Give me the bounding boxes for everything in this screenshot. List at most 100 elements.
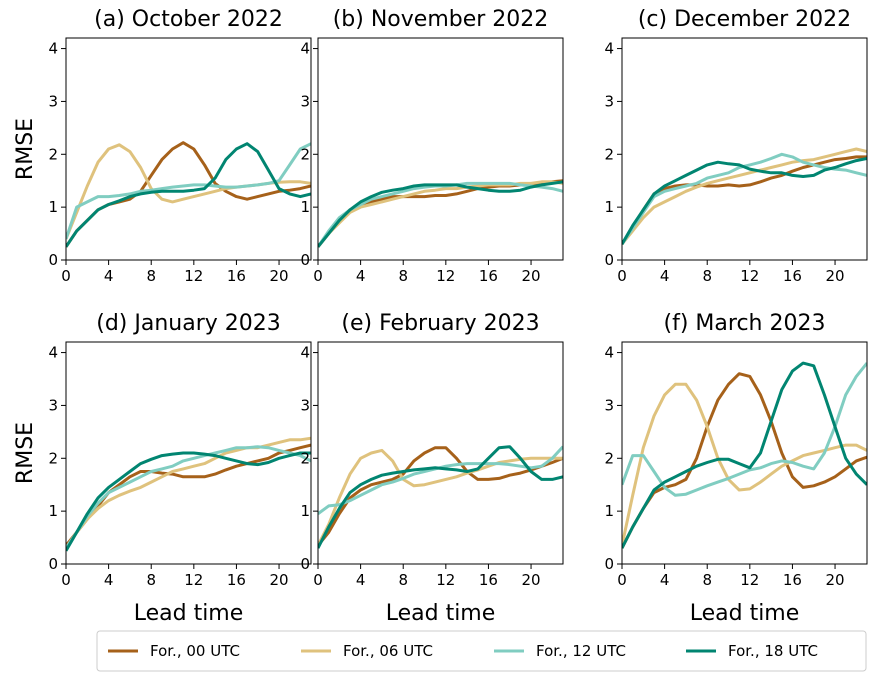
series-line: [318, 446, 563, 547]
series-line: [622, 362, 867, 497]
y-tick-label: 2: [300, 449, 310, 467]
x-tick-label: 8: [398, 267, 408, 285]
x-tick-label: 16: [783, 571, 802, 589]
y-tick-label: 4: [300, 40, 310, 58]
x-axis-label: Lead time: [690, 601, 800, 626]
axes-frame: [621, 37, 868, 261]
y-tick-label: 4: [604, 344, 614, 362]
x-tick-label: 4: [356, 267, 366, 285]
series-line: [66, 142, 311, 248]
x-tick-label: 8: [702, 571, 712, 589]
y-tick-label: 1: [48, 502, 58, 520]
x-tick-label: 12: [740, 571, 759, 589]
plot-area: [622, 361, 867, 549]
x-tick-label: 4: [356, 571, 366, 589]
y-tick-label: 0: [604, 555, 614, 573]
x-tick-label: 20: [521, 571, 540, 589]
legend-label: For., 06 UTC: [343, 642, 433, 660]
series-line: [318, 445, 563, 549]
y-tick-label: 2: [48, 449, 58, 467]
x-tick-label: 16: [479, 571, 498, 589]
series-line: [622, 372, 867, 549]
x-tick-label: 16: [227, 267, 246, 285]
x-tick-label: 8: [146, 267, 156, 285]
axes-frame: [65, 341, 312, 565]
x-tick-label: 0: [617, 571, 627, 589]
y-axis-label: RMSE: [13, 118, 38, 180]
y-tick-label: 1: [300, 198, 310, 216]
series-line: [66, 142, 311, 240]
x-tick-label: 0: [61, 267, 71, 285]
y-tick-label: 3: [604, 92, 614, 110]
series-line: [66, 451, 311, 552]
axes-frame: [65, 37, 312, 261]
y-tick-label: 3: [300, 92, 310, 110]
x-axis-label: Lead time: [386, 601, 496, 626]
x-tick-label: 8: [146, 571, 156, 589]
x-tick-label: 12: [184, 267, 203, 285]
y-tick-label: 2: [48, 145, 58, 163]
legend-box: [96, 630, 867, 672]
series-line: [318, 180, 563, 248]
plot-area: [622, 147, 867, 246]
legend-label: For., 18 UTC: [728, 642, 818, 660]
x-tick-label: 20: [521, 267, 540, 285]
x-tick-label: 12: [436, 571, 455, 589]
x-tick-label: 20: [825, 267, 844, 285]
series-line: [622, 361, 867, 549]
x-tick-label: 4: [104, 267, 114, 285]
y-tick-label: 0: [48, 555, 58, 573]
y-tick-label: 3: [604, 396, 614, 414]
subplot-title: (a) October 2022: [94, 7, 283, 32]
y-tick-label: 0: [48, 251, 58, 269]
legend-label: For., 00 UTC: [150, 642, 240, 660]
x-tick-label: 4: [660, 571, 670, 589]
subplot-title: (d) January 2023: [96, 311, 281, 336]
y-tick-label: 0: [300, 555, 310, 573]
series-line: [622, 147, 867, 246]
x-tick-label: 12: [740, 267, 759, 285]
axes-frame: [621, 341, 868, 565]
y-axis-label: RMSE: [13, 422, 38, 484]
x-tick-label: 12: [436, 267, 455, 285]
y-tick-label: 1: [48, 198, 58, 216]
plot-area: [318, 179, 563, 248]
series-line: [622, 155, 867, 245]
x-tick-label: 20: [825, 571, 844, 589]
subplot-title: (e) February 2023: [341, 311, 539, 336]
y-tick-label: 4: [48, 40, 58, 58]
x-tick-label: 0: [61, 571, 71, 589]
axes-frame: [317, 341, 564, 565]
y-tick-label: 0: [300, 251, 310, 269]
series-line: [66, 445, 311, 549]
plot-area: [318, 445, 563, 549]
plot-area: [66, 436, 311, 552]
x-tick-label: 20: [269, 267, 288, 285]
y-tick-label: 3: [48, 92, 58, 110]
x-tick-label: 8: [398, 571, 408, 589]
series-line: [622, 157, 867, 245]
plot-area: [66, 141, 311, 248]
x-tick-label: 20: [269, 571, 288, 589]
x-tick-label: 16: [783, 267, 802, 285]
x-tick-label: 16: [227, 571, 246, 589]
x-tick-label: 0: [313, 267, 323, 285]
y-tick-label: 1: [604, 198, 614, 216]
y-tick-label: 4: [300, 344, 310, 362]
x-tick-label: 4: [104, 571, 114, 589]
subplot-title: (b) November 2022: [333, 7, 549, 32]
series-line: [318, 181, 563, 248]
x-tick-label: 4: [660, 267, 670, 285]
y-tick-label: 3: [300, 396, 310, 414]
y-tick-label: 2: [300, 145, 310, 163]
y-tick-label: 3: [48, 396, 58, 414]
x-tick-label: 16: [479, 267, 498, 285]
series-line: [318, 180, 563, 248]
x-tick-label: 0: [313, 571, 323, 589]
